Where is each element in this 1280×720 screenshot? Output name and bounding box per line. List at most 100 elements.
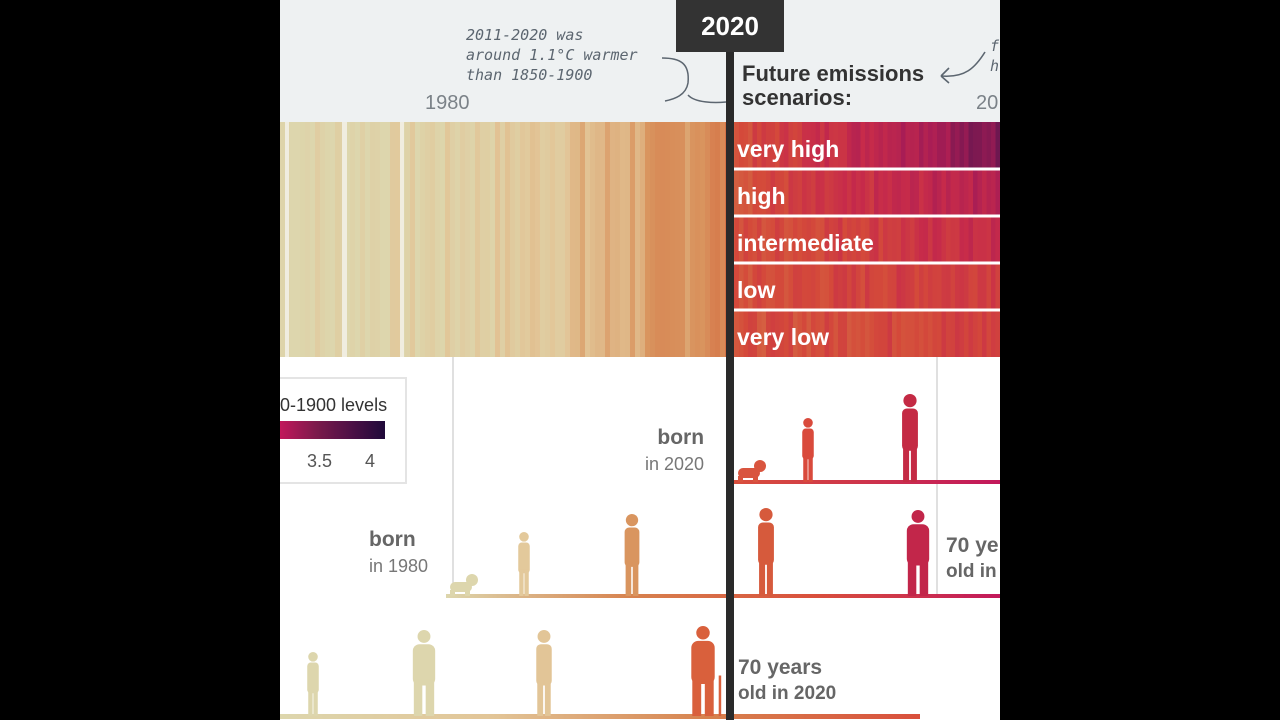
scenario-stripe-very-high (833, 122, 839, 169)
scenario-stripe-very-high (883, 122, 889, 169)
scenario-stripe-intermediate (743, 216, 749, 263)
stripe-gap (285, 122, 289, 357)
history-stripe (375, 122, 381, 357)
scenario-stripe-low (833, 263, 839, 310)
history-stripe (385, 122, 391, 357)
scenario-stripe-very-high (820, 122, 826, 169)
scenario-stripe-very-high (887, 122, 893, 169)
scenario-stripe-very-low (959, 310, 965, 357)
scenario-high: high (737, 183, 786, 209)
history-stripe (345, 122, 351, 357)
scenario-stripe-very-high (752, 122, 758, 169)
scenario-stripe-very-low (761, 310, 767, 357)
scenario-stripe-very-high (851, 122, 857, 169)
scenario-stripe-intermediate (878, 216, 884, 263)
scenario-stripe-intermediate (887, 216, 893, 263)
scenario-stripe-high (833, 169, 839, 216)
scenario-stripe-low (946, 263, 952, 310)
scenario-stripe-high (838, 169, 844, 216)
scenario-stripe-high (892, 169, 898, 216)
scenario-stripe-high (775, 169, 781, 216)
scenario-stripe-high (982, 169, 988, 216)
baseline-born-1980 (446, 594, 1000, 598)
scenario-stripe-very-high (811, 122, 817, 169)
scenario-stripe-very-high (905, 122, 911, 169)
history-stripe (635, 122, 641, 357)
scenario-stripe-high (941, 169, 947, 216)
scenario-stripe-high (784, 169, 790, 216)
scenario-stripe-very-high (784, 122, 790, 169)
scenario-stripe-very-low (802, 310, 808, 357)
scenario-stripe-very-high (919, 122, 925, 169)
scenario-stripe-very-low (883, 310, 889, 357)
history-stripe (525, 122, 531, 357)
history-stripe (605, 122, 611, 357)
legend-title: 0-1900 levels (280, 395, 388, 415)
scenario-stripe-low (761, 263, 767, 310)
scenario-stripe-very-high (761, 122, 767, 169)
scenario-stripe-low (968, 263, 974, 310)
history-stripe (495, 122, 501, 357)
scenario-stripe-intermediate (838, 216, 844, 263)
scenario-stripe-high (986, 169, 992, 216)
scenario-stripe-very-low (937, 310, 943, 357)
scenario-stripe-very-low (973, 310, 979, 357)
history-stripe (305, 122, 311, 357)
scenario-stripe-high (901, 169, 907, 216)
history-stripe (685, 122, 691, 357)
scenario-stripe-high (887, 169, 893, 216)
scenario-stripe-high (883, 169, 889, 216)
scenario-stripe-very-low (797, 310, 803, 357)
scenario-stripe-very-low (955, 310, 961, 357)
scenario-stripe-high (955, 169, 961, 216)
scenario-stripe-very-high (806, 122, 812, 169)
scenario-stripe-very-high (788, 122, 794, 169)
scenario-stripe-intermediate (968, 216, 974, 263)
scenario-stripe-very-low (928, 310, 934, 357)
scenario-stripe-very-low (977, 310, 983, 357)
scenario-stripe-intermediate (896, 216, 902, 263)
scenario-stripe-intermediate (982, 216, 988, 263)
scenario-stripe-very-high (964, 122, 970, 169)
scenario-stripe-low (959, 263, 965, 310)
scenario-stripe-low (865, 263, 871, 310)
scenario-stripe-very-high (892, 122, 898, 169)
scenario-stripe-low (739, 263, 745, 310)
annotation-warming: 2011-2020 was around 1.1°C warmer than 1… (466, 25, 638, 85)
scenario-stripe-very-high (959, 122, 965, 169)
future-title-line-2: scenarios: (742, 85, 853, 110)
seventy-future-small: old in (946, 561, 997, 582)
annotation-right-line-2: h (990, 57, 1000, 75)
history-stripe (325, 122, 331, 357)
scenario-stripe-very-low (869, 310, 875, 357)
history-stripe (365, 122, 371, 357)
scenario-stripe-low (788, 263, 794, 310)
history-stripe (650, 122, 656, 357)
scenario-stripe-high (964, 169, 970, 216)
annotation-line-2: around 1.1°C warmer (466, 46, 638, 64)
future-title-line-1: Future emissions (742, 61, 925, 86)
scenario-stripe-very-low (995, 310, 1000, 357)
scenario-stripe-low (941, 263, 947, 310)
seventy-future-bold: 70 ye (946, 534, 999, 557)
scenario-stripe-intermediate (892, 216, 898, 263)
scenario-stripe-very-high (748, 122, 754, 169)
scenario-stripe-very-high (824, 122, 830, 169)
scenario-stripe-low (847, 263, 853, 310)
label-born-2020: born in 2020 (645, 426, 704, 478)
scenario-stripe-very-low (838, 310, 844, 357)
scenario-stripe-low (766, 263, 772, 310)
scenario-stripe-very-low (842, 310, 848, 357)
scenario-stripe-intermediate (766, 216, 772, 263)
history-stripe (430, 122, 436, 357)
scenario-stripe-high (779, 169, 785, 216)
figure-baby-1980 (450, 574, 478, 596)
scenario-stripe-very-low (788, 310, 794, 357)
history-stripe (705, 122, 711, 357)
scenario-stripe-high (748, 169, 754, 216)
scenario-stripe-very-high (775, 122, 781, 169)
history-stripe (315, 122, 321, 357)
scenario-stripe-low (802, 263, 808, 310)
history-stripe (445, 122, 451, 357)
scenario-stripe-intermediate (874, 216, 880, 263)
